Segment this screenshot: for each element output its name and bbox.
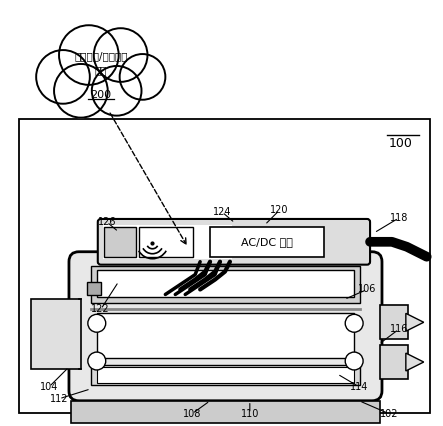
Bar [91,365,360,385]
Bar [103,225,232,259]
Text: 126: 126 [97,217,116,227]
Text: 118: 118 [390,213,408,223]
Bar [97,367,354,383]
Circle shape [345,314,363,332]
Text: 102: 102 [380,409,398,419]
Circle shape [94,28,148,82]
Text: 200: 200 [90,90,111,100]
FancyBboxPatch shape [69,252,382,401]
Bar [104,227,136,257]
Circle shape [88,352,106,370]
Circle shape [345,352,363,370]
Circle shape [36,50,90,104]
FancyBboxPatch shape [380,305,408,339]
Circle shape [88,314,106,332]
Bar [97,270,354,297]
Text: 114: 114 [350,382,368,392]
Text: 110: 110 [241,409,259,419]
Text: 124: 124 [213,207,231,217]
Text: 116: 116 [390,324,408,334]
Bar [19,118,430,413]
Bar [71,401,380,423]
Bar [91,266,360,303]
Text: 100: 100 [389,136,413,150]
Text: AC/DC 模块: AC/DC 模块 [241,237,293,247]
Bar [139,227,193,257]
FancyBboxPatch shape [380,345,408,379]
Text: 122: 122 [91,304,110,314]
Text: 120: 120 [270,205,289,215]
Text: 112: 112 [50,394,68,404]
Bar [87,282,101,296]
FancyBboxPatch shape [210,227,324,257]
Text: 数据平台/智能终端
设备: 数据平台/智能终端 设备 [74,51,128,75]
Circle shape [120,54,165,100]
Circle shape [54,64,108,118]
Circle shape [59,25,119,85]
Bar [97,314,354,358]
Text: 104: 104 [40,382,58,392]
Bar [31,299,81,369]
FancyBboxPatch shape [98,219,370,265]
Circle shape [92,66,141,115]
Polygon shape [406,314,424,331]
Text: 108: 108 [183,409,202,419]
Text: 106: 106 [358,285,376,294]
Polygon shape [406,353,424,371]
